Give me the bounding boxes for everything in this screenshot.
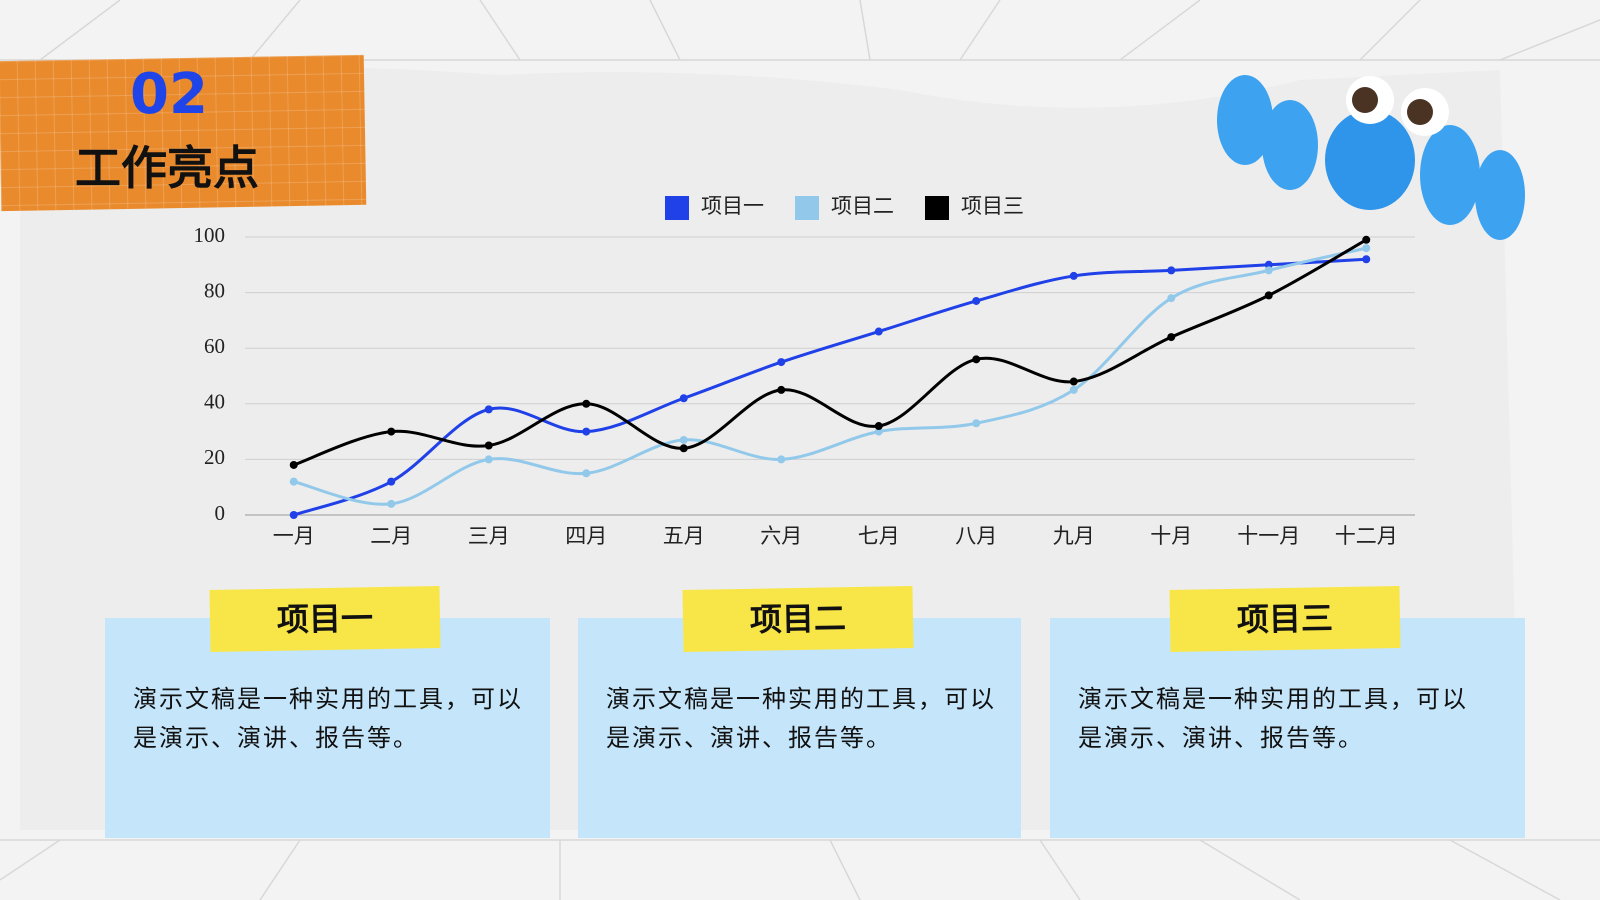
card: 项目三 演示文稿是一种实用的工具，可以是演示、演讲、报告等。 <box>1050 585 1525 838</box>
card-text: 演示文稿是一种实用的工具，可以是演示、演讲、报告等。 <box>133 685 523 752</box>
card-title: 项目三 <box>1169 585 1401 653</box>
legend-label: 项目三 <box>961 194 1024 218</box>
card-title: 项目一 <box>209 585 441 653</box>
series-line <box>293 238 1367 467</box>
y-tick-label: 100 <box>194 223 226 247</box>
data-point <box>582 399 591 408</box>
x-tick-label: 十二月 <box>1335 524 1398 548</box>
data-point <box>1167 333 1176 342</box>
x-tick-label: 七月 <box>858 524 900 548</box>
data-point <box>387 477 396 486</box>
card: 项目二 演示文稿是一种实用的工具，可以是演示、演讲、报告等。 <box>578 585 1021 838</box>
section-title: 工作亮点 <box>75 141 259 195</box>
data-point <box>387 499 396 508</box>
legend-label: 项目二 <box>831 194 894 218</box>
x-tick-label: 五月 <box>663 524 705 548</box>
data-point <box>777 358 786 367</box>
data-point <box>1069 271 1078 280</box>
data-point <box>289 477 298 486</box>
data-point <box>1167 266 1176 275</box>
card-title: 项目二 <box>682 585 914 653</box>
card-text: 演示文稿是一种实用的工具，可以是演示、演讲、报告等。 <box>606 685 996 752</box>
data-point <box>1362 244 1371 253</box>
data-point <box>972 355 981 364</box>
data-point <box>874 422 883 431</box>
x-tick-label: 三月 <box>468 524 510 548</box>
data-point <box>582 469 591 478</box>
data-point <box>1264 291 1273 300</box>
data-point <box>874 327 883 336</box>
data-point <box>874 427 883 436</box>
data-point <box>387 427 396 436</box>
data-point <box>1264 266 1273 275</box>
data-point <box>484 441 493 450</box>
data-point <box>1362 255 1371 264</box>
data-point <box>484 405 493 414</box>
section-number: 02 <box>130 62 208 127</box>
legend-swatch <box>925 196 949 220</box>
x-tick-label: 四月 <box>565 524 607 548</box>
x-tick-label: 一月 <box>273 524 315 548</box>
series-line <box>293 246 1367 506</box>
data-point <box>679 394 688 403</box>
card: 项目一 演示文稿是一种实用的工具，可以是演示、演讲、报告等。 <box>105 585 550 838</box>
x-tick-label: 十一月 <box>1237 524 1300 548</box>
legend-swatch <box>665 196 689 220</box>
legend-swatch <box>795 196 819 220</box>
data-point <box>972 296 981 305</box>
data-point <box>679 435 688 444</box>
data-point <box>679 444 688 453</box>
data-point <box>484 455 493 464</box>
data-point <box>1264 260 1273 269</box>
series-line <box>293 257 1367 517</box>
x-tick-label: 九月 <box>1053 524 1095 548</box>
data-point <box>777 385 786 394</box>
y-tick-label: 40 <box>204 390 225 414</box>
y-tick-label: 80 <box>204 278 225 302</box>
y-tick-label: 60 <box>204 334 225 358</box>
data-point <box>289 460 298 469</box>
data-point <box>582 427 591 436</box>
data-point <box>1362 235 1371 244</box>
y-tick-label: 20 <box>204 445 225 469</box>
x-tick-label: 十月 <box>1150 524 1192 548</box>
data-point <box>972 419 981 428</box>
x-tick-label: 八月 <box>955 524 997 548</box>
y-tick-label: 0 <box>215 501 226 525</box>
card-text: 演示文稿是一种实用的工具，可以是演示、演讲、报告等。 <box>1078 685 1468 752</box>
legend-label: 项目一 <box>701 194 764 218</box>
x-tick-label: 二月 <box>370 524 412 548</box>
data-point <box>1069 385 1078 394</box>
data-point <box>1069 377 1078 386</box>
wow-decoration <box>1217 75 1525 240</box>
data-point <box>1167 294 1176 303</box>
data-point <box>777 455 786 464</box>
data-point <box>289 511 298 519</box>
x-tick-label: 六月 <box>760 524 802 548</box>
